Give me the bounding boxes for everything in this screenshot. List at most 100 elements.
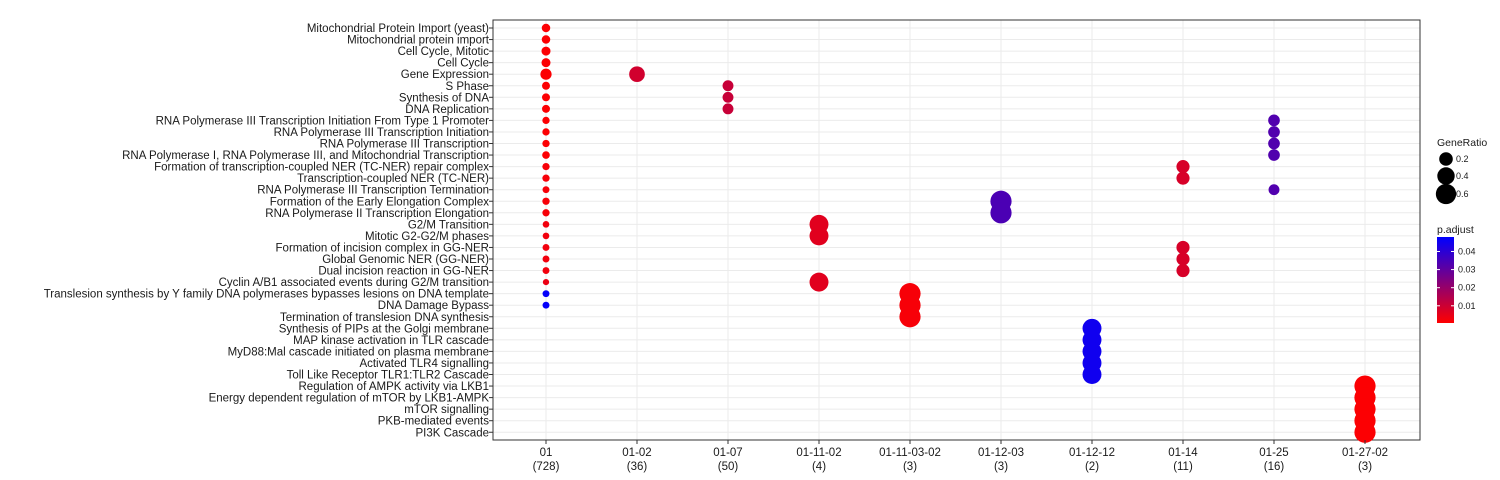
data-point — [542, 267, 550, 275]
data-point — [1176, 240, 1190, 255]
y-tick-label: Dual incision reaction in GG-NER — [318, 266, 489, 278]
grid-lines — [493, 20, 1420, 440]
y-tick-label: RNA Polymerase III Transcription — [320, 139, 489, 151]
y-tick-label: Termination of translesion DNA synthesis — [280, 312, 489, 324]
y-tick-label: RNA Polymerase III Transcription Initiat… — [156, 115, 490, 127]
x-tick-count: (3) — [903, 461, 917, 473]
y-tick-label: Global Genomic NER (GG-NER) — [322, 254, 489, 266]
gene-ratio-legend-label: 0.6 — [1456, 189, 1469, 199]
y-tick-label: DNA Damage Bypass — [378, 300, 489, 312]
x-tick-label: 01-12-12 — [1069, 447, 1115, 459]
y-tick-label: mTOR signalling — [404, 404, 489, 416]
y-tick-label: S Phase — [446, 81, 489, 93]
p-adjust-legend: p.adjust 0.01 0.02 0.03 0.04 — [1437, 224, 1476, 323]
data-point — [1176, 252, 1190, 266]
gene-ratio-legend-key — [1435, 183, 1457, 205]
data-point — [1176, 160, 1190, 174]
x-axis: 01 (728) 01-02 (36) 01-07 (50) 01-11-02 (4) 01-1… — [533, 440, 1388, 473]
data-point — [542, 232, 550, 240]
x-tick-label: 01-25 — [1259, 447, 1288, 459]
data-point — [542, 162, 550, 171]
data-point — [542, 197, 550, 205]
y-tick-label: Transcription-coupled NER (TC-NER) — [297, 173, 489, 185]
p-adjust-colorbar — [1437, 237, 1454, 323]
x-tick-count: (50) — [718, 461, 739, 473]
y-tick-label: G2/M Transition — [408, 219, 489, 231]
data-point — [542, 255, 550, 263]
data-point — [1268, 137, 1280, 150]
data-point — [542, 174, 550, 182]
data-point — [541, 35, 551, 44]
data-point — [1268, 126, 1280, 138]
x-tick-label: 01-11-03-02 — [879, 447, 941, 459]
data-point — [1268, 149, 1280, 161]
data-point — [809, 226, 829, 246]
p-adjust-legend-label: 0.04 — [1458, 246, 1476, 256]
x-tick-label: 01-11-02 — [796, 447, 841, 459]
data-point — [542, 243, 550, 251]
x-tick-label: 01 — [540, 447, 553, 459]
data-point — [1268, 114, 1280, 127]
x-tick-label: 01-07 — [713, 447, 742, 459]
data-point — [1176, 263, 1190, 278]
y-tick-label: RNA Polymerase III Transcription Initiat… — [274, 127, 489, 139]
y-tick-label: Cell Cycle — [437, 58, 489, 70]
p-adjust-legend-label: 0.02 — [1458, 283, 1476, 293]
y-tick-label: Cyclin A/B1 associated events during G2/… — [219, 277, 489, 289]
y-axis: Mitochondrial Protein Import (yeast)Mito… — [44, 23, 493, 439]
y-tick-label: Formation of the Early Elongation Comple… — [270, 196, 489, 208]
data-point — [541, 58, 551, 68]
x-tick-count: (16) — [1264, 461, 1285, 473]
x-tick-count: (2) — [1085, 461, 1099, 473]
x-tick-count: (36) — [627, 461, 648, 473]
data-point — [1082, 365, 1102, 384]
y-tick-label: RNA Polymerase III Transcription Termina… — [257, 185, 489, 197]
gene-ratio-legend-key — [1437, 167, 1455, 185]
data-point — [541, 23, 551, 33]
data-point — [542, 209, 550, 217]
data-point — [722, 80, 734, 92]
y-tick-label: Translesion synthesis by Y family DNA po… — [44, 289, 489, 301]
data-point — [722, 103, 734, 115]
gene-ratio-legend-key — [1439, 152, 1453, 166]
p-adjust-legend-title: p.adjust — [1437, 224, 1474, 236]
x-tick-count: (728) — [533, 461, 560, 473]
data-point — [542, 221, 550, 228]
data-point — [542, 186, 550, 194]
y-tick-label: Mitochondrial protein import — [347, 35, 490, 47]
y-tick-label: Synthesis of PIPs at the Golgi membrane — [279, 323, 489, 335]
y-tick-label: Mitotic G2-G2/M phases — [365, 231, 489, 243]
x-tick-count: (4) — [812, 461, 826, 473]
data-point — [1354, 421, 1376, 443]
y-tick-label: Energy dependent regulation of mTOR by L… — [209, 393, 490, 405]
y-tick-label: Activated TLR4 signalling — [359, 358, 489, 370]
y-tick-label: DNA Replication — [405, 104, 489, 116]
data-point — [722, 91, 734, 103]
gene-ratio-legend-label: 0.4 — [1456, 171, 1469, 181]
x-tick-label: 01-27-02 — [1342, 447, 1388, 459]
data-point — [540, 68, 552, 80]
y-tick-label: Formation of incision complex in GG-NER — [276, 242, 489, 254]
x-tick-count: (11) — [1173, 461, 1193, 473]
data-point — [542, 81, 550, 90]
data-point — [629, 66, 645, 83]
data-point — [542, 151, 550, 159]
y-tick-label: MAP kinase activation in TLR cascade — [293, 335, 489, 347]
data-point — [542, 290, 550, 298]
data-point — [542, 278, 550, 286]
y-tick-label: Mitochondrial Protein Import (yeast) — [307, 23, 489, 35]
x-tick-count: (3) — [1358, 461, 1372, 473]
y-tick-label: RNA Polymerase I, RNA Polymerase III, an… — [122, 150, 489, 162]
y-tick-label: Gene Expression — [401, 69, 489, 81]
x-tick-label: 01-14 — [1168, 447, 1198, 459]
gene-ratio-legend-title: GeneRatio — [1437, 137, 1487, 149]
data-point — [541, 46, 551, 56]
y-tick-label: RNA Polymerase II Transcription Elongati… — [265, 208, 489, 220]
data-point — [990, 202, 1012, 224]
y-tick-label: Formation of transcription-coupled NER (… — [154, 162, 489, 174]
data-point — [1176, 171, 1190, 185]
data-points — [540, 23, 1376, 443]
y-tick-label: PI3K Cascade — [415, 427, 489, 439]
x-tick-label: 01-12-03 — [978, 447, 1024, 459]
y-tick-label: Regulation of AMPK activity via LKB1 — [299, 381, 490, 393]
